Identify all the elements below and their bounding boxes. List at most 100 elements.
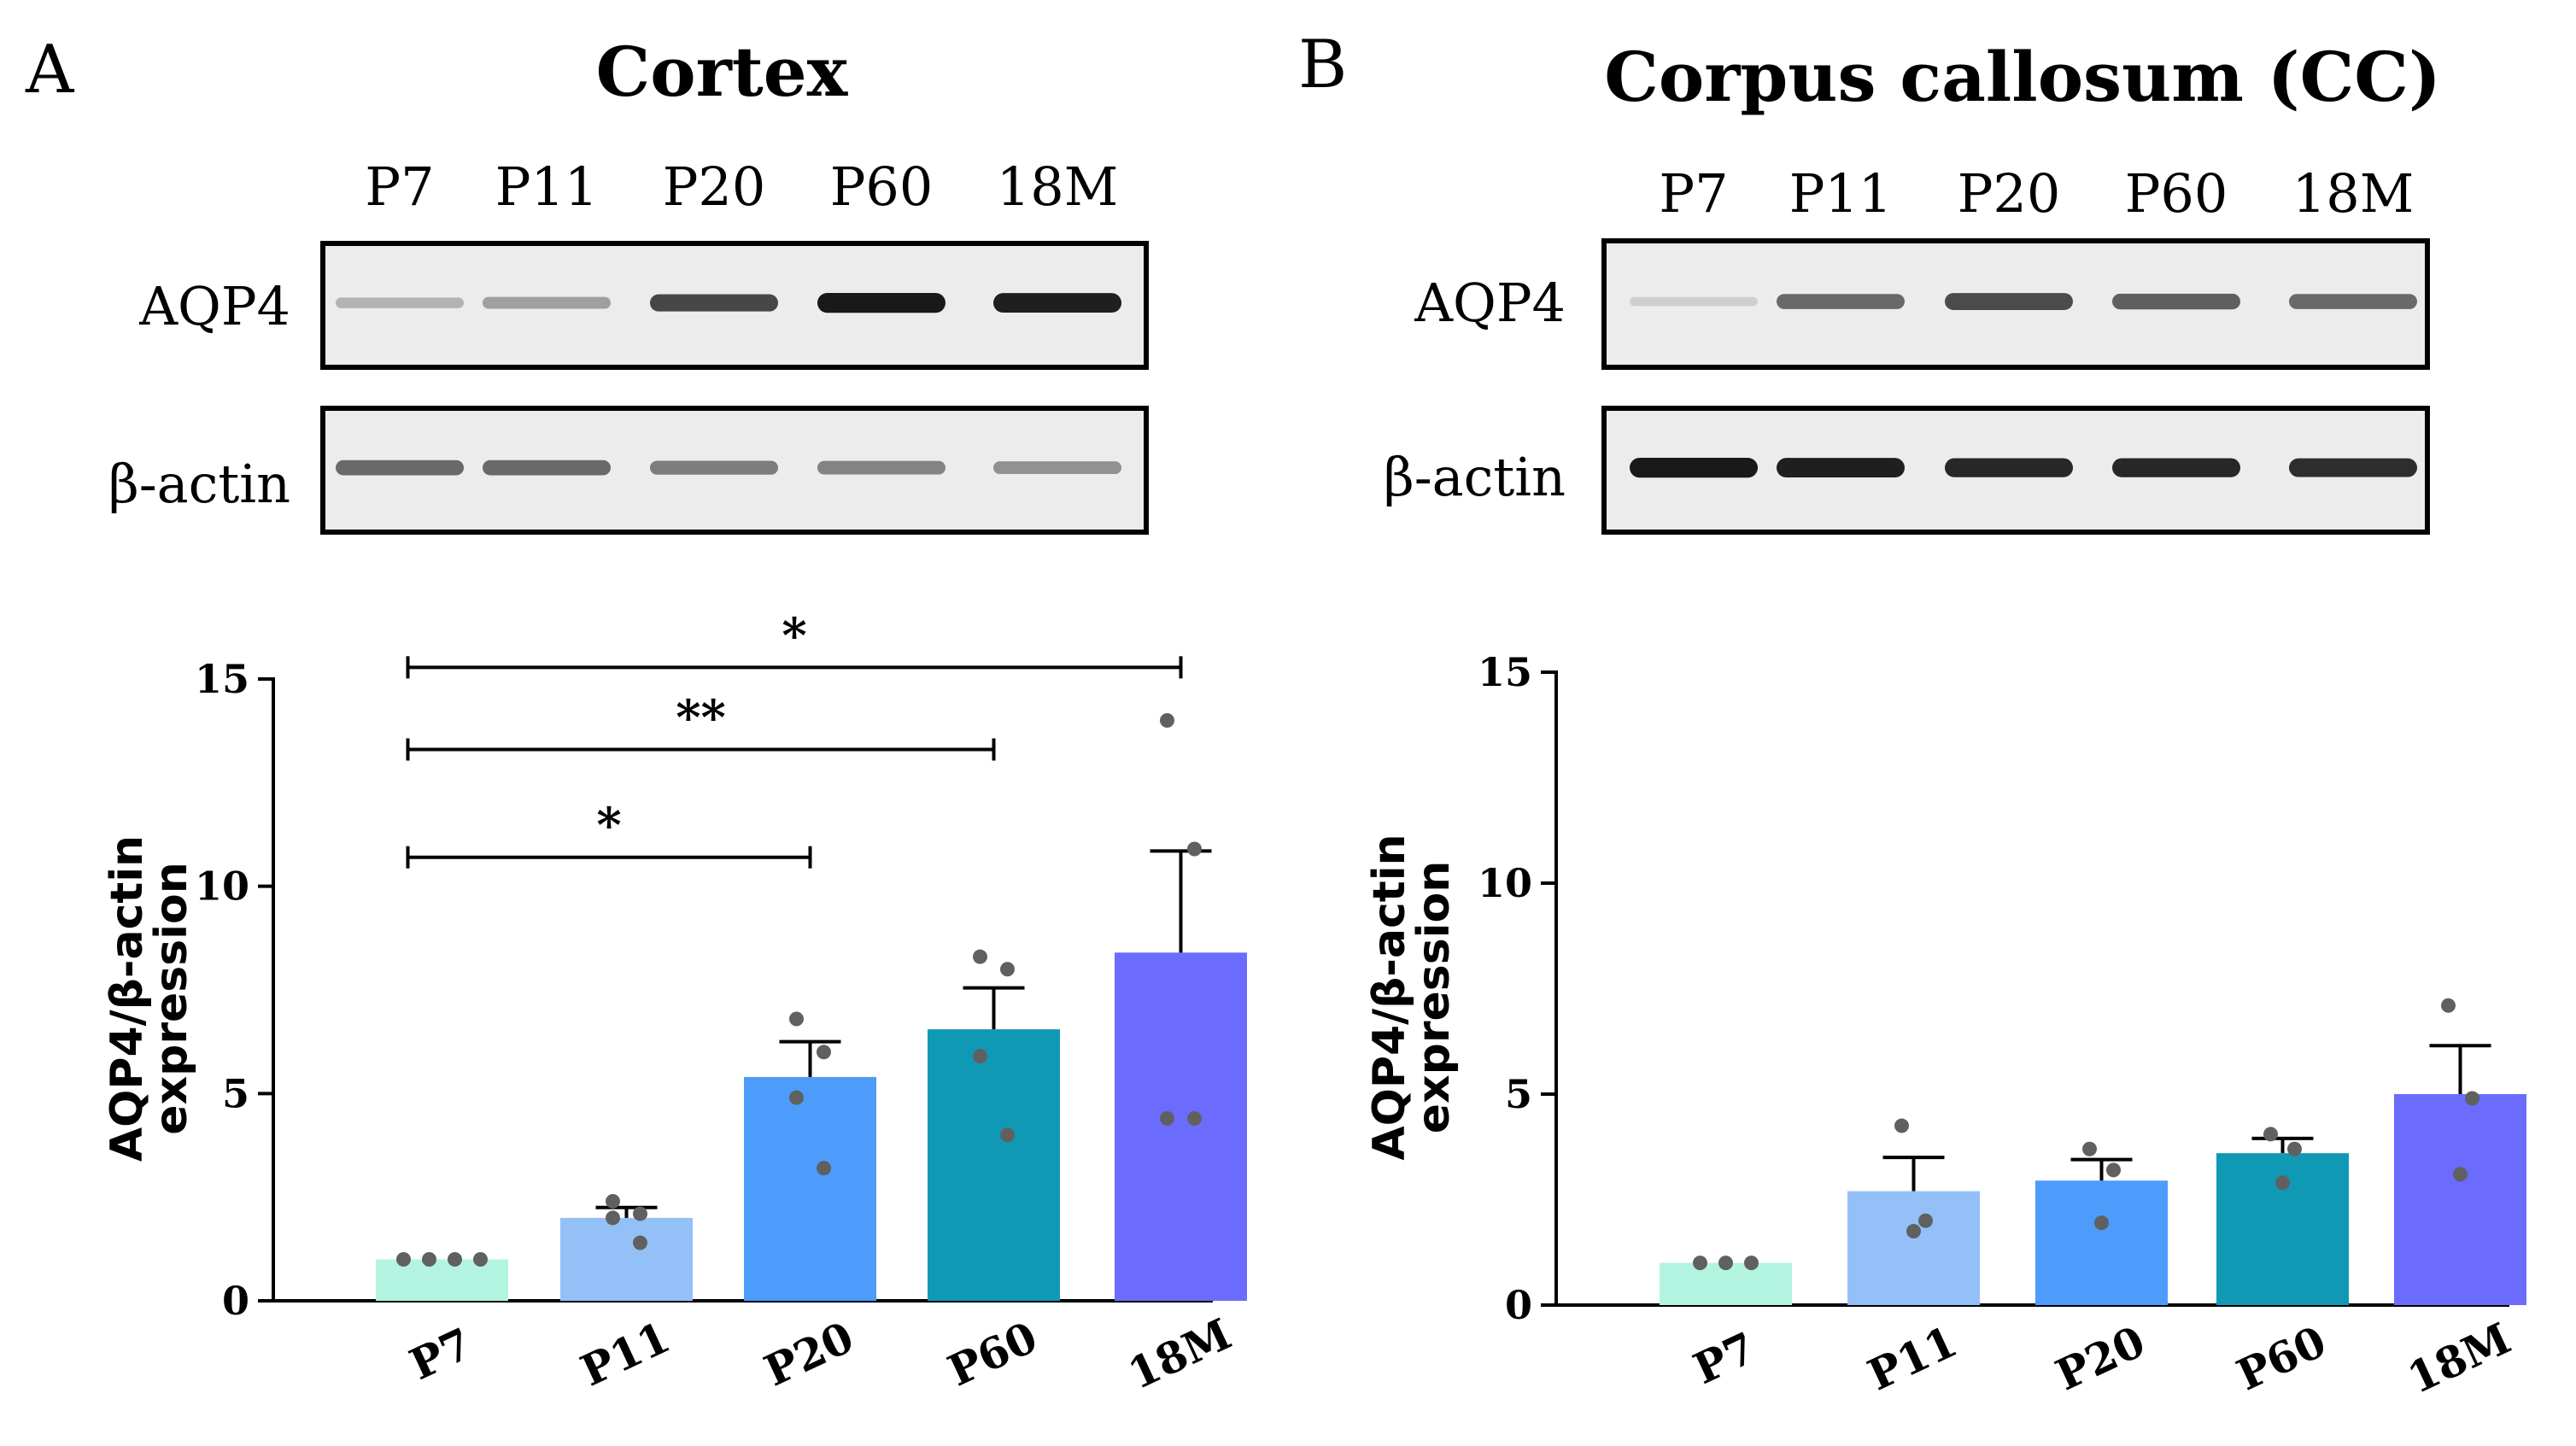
- western-blot: P7 P11 P20 P60 18M AQP4 β-actin: [108, 155, 1149, 535]
- data-point: [1744, 1256, 1759, 1271]
- data-point: [396, 1251, 411, 1267]
- lane-label: 18M: [2292, 162, 2414, 225]
- panel-label: B: [1298, 26, 1347, 103]
- data-point: [817, 1161, 831, 1176]
- blot-band: [336, 297, 464, 308]
- significance-label: **: [676, 690, 726, 746]
- data-point: [606, 1210, 620, 1226]
- blot-band: [483, 296, 611, 309]
- data-point: [817, 1045, 831, 1060]
- lane-label: 18M: [997, 155, 1118, 218]
- lane-label: P60: [830, 155, 934, 218]
- data-point: [789, 1011, 804, 1027]
- data-point: [2082, 1141, 2097, 1156]
- data-point: [448, 1251, 462, 1267]
- y-tick-label: 15: [1478, 649, 1532, 695]
- data-point: [1187, 841, 1202, 857]
- x-tick-label: P60: [2229, 1316, 2333, 1401]
- y-tick-label: 0: [222, 1278, 249, 1324]
- x-tick-label: P7: [1686, 1322, 1764, 1394]
- western-blot: P7 P11 P20 P60 18M AQP4 β-actin: [1384, 162, 2430, 535]
- significance-label: *: [782, 607, 806, 664]
- data-point: [633, 1235, 647, 1250]
- blot-band: [993, 461, 1121, 475]
- y-axis-label: AQP4/β-actin: [1364, 834, 1415, 1160]
- lane-label: P11: [495, 155, 599, 218]
- blot-row-label: β-actin: [1384, 446, 1566, 508]
- data-point: [1906, 1224, 1921, 1239]
- y-axis-label: AQP4/β-actin: [102, 835, 153, 1162]
- blot-band: [2289, 294, 2417, 309]
- y-tick-label: 10: [1478, 860, 1532, 906]
- bar: [560, 1217, 693, 1301]
- blot-band: [1777, 458, 1905, 478]
- blot-band: [1630, 457, 1758, 478]
- bar: [744, 1076, 876, 1301]
- y-tick-label: 15: [195, 656, 249, 702]
- x-tick-label: P11: [573, 1312, 677, 1396]
- data-point: [2263, 1127, 2278, 1142]
- blot-band: [817, 460, 946, 475]
- x-tick-label: P20: [2048, 1316, 2152, 1401]
- significance-label: *: [596, 798, 621, 854]
- panel-label: A: [25, 32, 75, 108]
- lane-label: P7: [1659, 162, 1728, 225]
- blot-band: [2289, 458, 2417, 477]
- x-tick-label: 18M: [1121, 1308, 1238, 1399]
- data-point: [2094, 1215, 2109, 1231]
- data-point: [973, 1049, 987, 1064]
- blot-row-label: β-actin: [108, 453, 290, 515]
- data-point: [2275, 1175, 2290, 1191]
- data-point: [1693, 1256, 1707, 1271]
- lane-label: P20: [1958, 162, 2061, 225]
- panel-title: Cortex: [596, 32, 849, 112]
- bar: [2035, 1180, 2168, 1305]
- data-point: [973, 949, 987, 964]
- lane-label: P20: [663, 155, 766, 218]
- data-point: [1000, 962, 1015, 977]
- blot-band: [483, 460, 611, 476]
- x-tick-label: P11: [1860, 1316, 1964, 1401]
- data-point: [2465, 1091, 2479, 1106]
- blot-band: [650, 294, 778, 312]
- x-tick-label: 18M: [2400, 1313, 2518, 1403]
- blot-band: [1777, 294, 1905, 309]
- data-point: [1000, 1127, 1015, 1143]
- data-point: [1160, 713, 1174, 729]
- bar: [928, 1029, 1060, 1301]
- data-point: [606, 1194, 620, 1209]
- panel-a: A Cortex P7 P11 P20 P60 18M AQP4 β-actin 0 5 10 1…: [25, 32, 1247, 1399]
- x-tick-label: P7: [402, 1318, 480, 1390]
- y-axis-label: expression: [146, 862, 197, 1134]
- panel-b: B Corpus callosum (CC) P7 P11 P20 P60 18M AQP…: [1298, 26, 2526, 1403]
- blot-band: [650, 460, 778, 475]
- data-point: [1160, 1110, 1174, 1126]
- data-point: [422, 1251, 436, 1267]
- y-tick-label: 10: [195, 864, 249, 910]
- x-tick-label: P60: [940, 1312, 1045, 1396]
- y-tick-label: 5: [1505, 1071, 1532, 1117]
- data-point: [633, 1206, 647, 1221]
- blot-band: [2112, 458, 2240, 477]
- blot-band: [1945, 458, 2073, 477]
- blot-row-label: AQP4: [1414, 272, 1566, 334]
- panel-title: Corpus callosum (CC): [1604, 37, 2441, 117]
- data-point: [1894, 1118, 1909, 1133]
- data-point: [1718, 1256, 1733, 1271]
- y-tick-label: 0: [1505, 1282, 1532, 1328]
- blot-row-label: AQP4: [138, 275, 290, 337]
- bar: [376, 1259, 508, 1301]
- bar: [1847, 1191, 1980, 1305]
- y-axis-label: expression: [1408, 861, 1460, 1133]
- data-point: [1918, 1213, 1933, 1228]
- blot-band: [336, 460, 464, 476]
- blot-band: [2112, 293, 2240, 310]
- lane-label: P11: [1789, 162, 1893, 225]
- data-point: [2453, 1167, 2468, 1182]
- blot-band: [1945, 293, 2073, 310]
- lane-label: P60: [2125, 162, 2228, 225]
- blot-band: [993, 293, 1121, 313]
